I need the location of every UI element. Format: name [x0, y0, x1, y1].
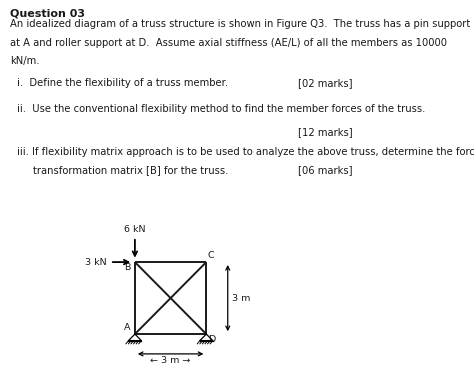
Text: D: D — [208, 335, 215, 345]
Text: 3 kN: 3 kN — [85, 258, 107, 266]
Text: ii.  Use the conventional flexibility method to find the member forces of the tr: ii. Use the conventional flexibility met… — [17, 104, 426, 114]
Text: Question 03: Question 03 — [10, 8, 85, 18]
Text: ← 3 m →: ← 3 m → — [150, 356, 191, 365]
Text: [06 marks]: [06 marks] — [298, 166, 353, 176]
Text: A: A — [124, 323, 130, 332]
Text: An idealized diagram of a truss structure is shown in Figure Q3.  The truss has : An idealized diagram of a truss structur… — [10, 19, 470, 29]
Text: 6 kN: 6 kN — [124, 225, 146, 234]
Text: [12 marks]: [12 marks] — [298, 127, 353, 137]
Text: iii. If flexibility matrix approach is to be used to analyze the above truss, de: iii. If flexibility matrix approach is t… — [17, 147, 474, 157]
Text: kN/m.: kN/m. — [10, 56, 39, 66]
Text: [02 marks]: [02 marks] — [298, 78, 353, 89]
Text: at A and roller support at D.  Assume axial stiffness (AE/L) of all the members : at A and roller support at D. Assume axi… — [10, 38, 447, 48]
Text: 3 m: 3 m — [232, 294, 250, 303]
Text: i.  Define the flexibility of a truss member.: i. Define the flexibility of a truss mem… — [17, 78, 228, 89]
Text: B: B — [124, 263, 130, 272]
Text: C: C — [208, 251, 214, 260]
Text: transformation matrix [B] for the truss.: transformation matrix [B] for the truss. — [33, 166, 228, 176]
